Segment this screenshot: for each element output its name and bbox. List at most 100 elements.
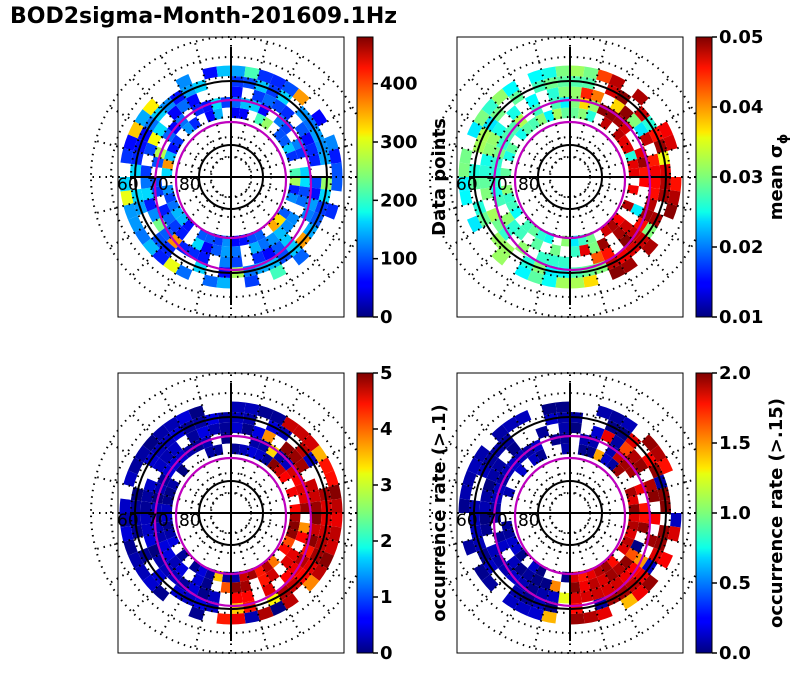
mlt-line: [235, 39, 269, 158]
heatmap-cell: [295, 194, 309, 208]
heatmap-cell: [231, 97, 242, 109]
equatorward-boundary: [492, 434, 652, 608]
lat-label-70: 70: [486, 511, 508, 531]
heatmap-cell: [120, 190, 134, 206]
lat-label-70: 70: [147, 511, 169, 531]
heatmap-cell: [570, 86, 582, 98]
heatmap-cell: [657, 551, 674, 569]
heatmap-cell: [481, 98, 499, 116]
heatmap-cell: [604, 568, 619, 583]
heatmap-cell: [670, 513, 682, 528]
colorbar-tick-label: 1.0: [719, 503, 751, 524]
heatmap-cell: [647, 489, 660, 503]
heatmap-cell: [657, 457, 674, 475]
heatmap-cell: [244, 66, 260, 80]
mlt-line: [583, 75, 672, 164]
heatmap-cell: [590, 586, 605, 601]
heatmap-cell: [570, 97, 581, 109]
heatmap-cell: [570, 613, 585, 625]
colorbar-label: mean σϕ: [766, 134, 791, 221]
heatmap-cell: [140, 177, 152, 189]
heatmap-cell: [490, 513, 502, 524]
heatmap-cell: [599, 452, 613, 467]
heatmap-cell: [596, 405, 613, 420]
mlt-line: [498, 389, 561, 497]
heatmap-cell: [280, 219, 295, 234]
mlt-line: [240, 193, 303, 301]
heatmap-cell: [331, 498, 343, 513]
lat-80-circle: [198, 480, 264, 546]
mlt-line: [250, 139, 369, 173]
lat-80-circle: [537, 144, 603, 210]
heatmap-cell: [292, 88, 310, 106]
heatmap-cell: [253, 112, 266, 126]
heatmap-cell: [257, 69, 274, 84]
heatmap-cell: [521, 568, 536, 583]
heatmap-cell: [310, 501, 322, 513]
heatmap-cell: [188, 606, 205, 621]
heatmap-cell: [253, 448, 266, 462]
mlt-line: [240, 53, 303, 161]
heatmap-cell: [123, 470, 138, 487]
heatmap-cell: [473, 109, 490, 127]
lat-60-circle: [473, 416, 667, 610]
mlt-line: [446, 441, 554, 504]
heatmap-cell: [127, 215, 144, 233]
heatmap-cell: [286, 211, 301, 226]
poleward-boundary: [513, 456, 627, 576]
mlt-line: [93, 475, 212, 509]
colorbar-tick-label: 0: [380, 643, 393, 664]
heatmap-cell: [143, 533, 158, 548]
heatmap-cell: [292, 248, 310, 266]
heatmap-cell: [619, 219, 634, 234]
colorbar-tick-label: 4: [380, 419, 393, 440]
heatmap-cell: [310, 513, 322, 525]
heatmap-cell: [244, 274, 260, 288]
heatmap-cell: [505, 199, 519, 212]
heatmap-cell: [479, 513, 491, 525]
heatmap-cell: [280, 555, 295, 570]
heatmap-cell: [506, 219, 521, 234]
heatmap-cell: [638, 177, 650, 188]
colorbar-label: occurrence rate (>.15): [766, 398, 787, 628]
mlt-line: [107, 441, 215, 504]
heatmap-cell: [120, 526, 134, 542]
heatmap-cell: [216, 613, 231, 625]
heatmap-cell: [163, 416, 181, 433]
heatmap-cell: [280, 456, 295, 471]
heatmap-cell: [272, 463, 287, 478]
mlt-line: [235, 375, 269, 494]
heatmap-cell: [282, 142, 296, 155]
heatmap-cell: [261, 429, 277, 444]
lat-80-circle: [198, 144, 264, 210]
heatmap-cell: [269, 264, 287, 281]
heatmap-cell: [560, 443, 570, 455]
heatmap-cell: [524, 93, 540, 108]
heatmap-cell: [491, 217, 507, 233]
lat-label-80: 80: [179, 175, 201, 195]
heatmap-cell: [479, 501, 491, 513]
heatmap-cell: [570, 107, 580, 119]
heatmap-cell: [482, 142, 497, 157]
mlt-line: [244, 75, 333, 164]
heatmap-cell: [140, 501, 152, 513]
polar-panel-bottom-right: 60 70 80 0.0 0.5 1.0 1.5 2.0 occurrence rate (>.…: [428, 363, 787, 664]
mlt-line: [532, 375, 566, 494]
heatmap-cell: [539, 577, 553, 591]
heatmap-cell: [213, 108, 224, 121]
heatmap-cell: [626, 184, 639, 195]
heatmap-cell: [231, 107, 241, 119]
heatmap-cell: [143, 142, 158, 157]
mlt-line: [244, 526, 333, 615]
heatmap-cell: [257, 606, 274, 621]
heatmap-cell: [213, 444, 224, 457]
heatmap-cell: [580, 590, 594, 603]
heatmap-cell: [331, 162, 343, 177]
heatmap-cell: [219, 256, 231, 268]
heatmap-cell: [620, 593, 638, 610]
heatmap-cell: [231, 443, 241, 455]
heatmap-cell: [152, 553, 168, 569]
heatmap-cell: [272, 127, 287, 142]
heatmap-cell: [514, 264, 532, 281]
heatmap-cell: [311, 445, 328, 463]
